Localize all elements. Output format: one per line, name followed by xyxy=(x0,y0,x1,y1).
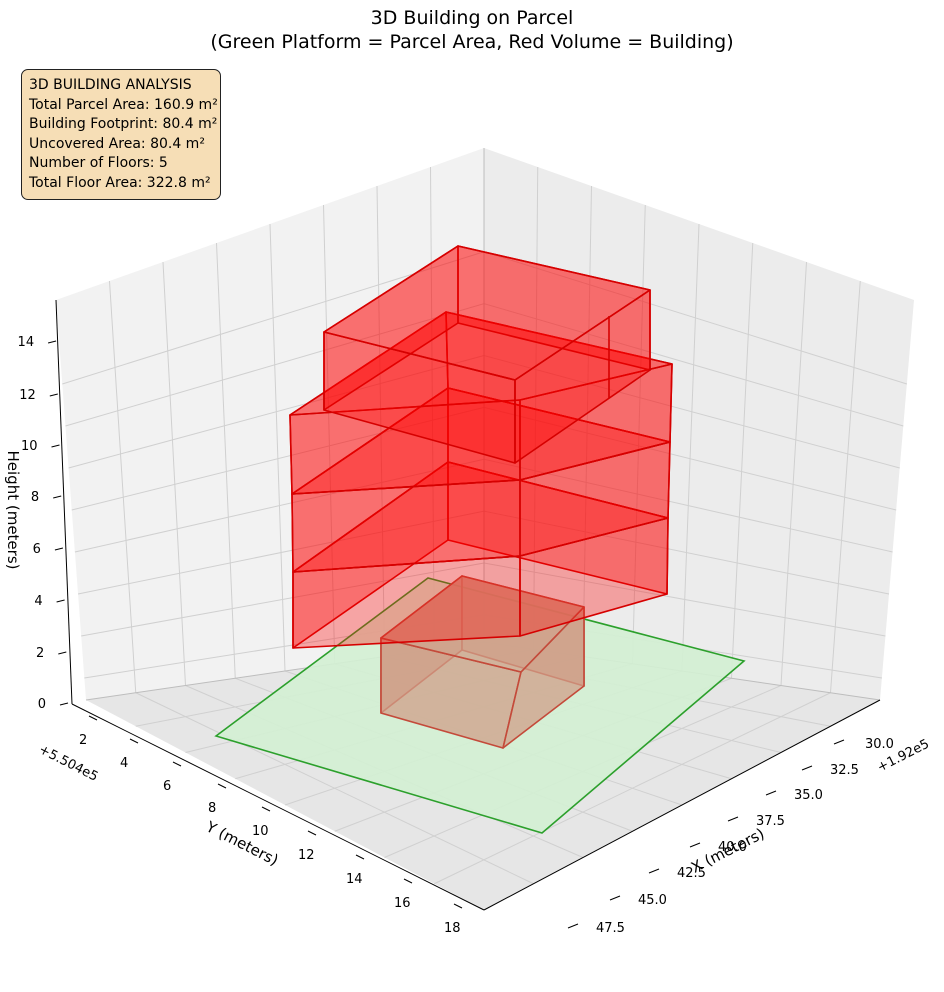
x-wall-gridline xyxy=(731,242,754,679)
building-analysis-box: 3D BUILDING ANALYSIS Total Parcel Area: … xyxy=(21,69,221,200)
z-axis-line xyxy=(55,299,73,705)
z-tick-label: 10 xyxy=(21,439,38,454)
z-tick-label: 8 xyxy=(31,490,39,505)
x-tick-label: 35.0 xyxy=(794,788,823,803)
footprint-text: Building Footprint: 80.4 m² xyxy=(29,116,218,133)
y-tick xyxy=(355,854,365,860)
y-tick-label: 6 xyxy=(163,779,171,794)
x-wall-gridline xyxy=(681,223,700,672)
y-tick xyxy=(217,783,227,789)
z-tick xyxy=(59,702,69,706)
x-tick-label: 47.5 xyxy=(596,921,625,936)
axis-layer xyxy=(55,299,881,911)
x-tick xyxy=(609,895,621,901)
y-offset-label: +5.504e5 xyxy=(36,742,100,785)
chart-title-line-2: (Green Platform = Parcel Area, Red Volum… xyxy=(210,31,734,53)
y-tick xyxy=(129,738,139,744)
x-tick-label: 32.5 xyxy=(830,763,859,778)
y-wall-gridline xyxy=(430,166,435,650)
floor-volume-4 xyxy=(289,311,673,416)
y-wall-gridline xyxy=(269,223,286,672)
y-tick-label: 18 xyxy=(444,921,461,936)
z-tick xyxy=(54,547,64,551)
x-tick xyxy=(567,923,579,929)
y-tick xyxy=(172,761,182,767)
y-wall-gridline xyxy=(376,185,385,657)
floor-area-text: Total Floor Area: 322.8 m² xyxy=(29,174,211,191)
z-tick xyxy=(47,340,57,344)
y-tick-labels: 2 4 6 8 10 12 14 16 18 xyxy=(79,715,463,936)
z-tick-label: 2 xyxy=(36,646,44,661)
y-tick-label: 14 xyxy=(346,872,363,887)
z-tick xyxy=(53,495,62,499)
x-tick-label: 37.5 xyxy=(756,814,785,829)
chart-title: 3D Building on Parcel (Green Platform = … xyxy=(0,6,944,54)
parcel-area-text: Total Parcel Area: 160.9 m² xyxy=(29,96,218,113)
x-tick xyxy=(765,790,777,796)
y-tick xyxy=(453,903,463,909)
z-tick-label: 0 xyxy=(38,697,46,712)
x-tick-label: 45.0 xyxy=(638,893,667,908)
x-axis-label: X (meters) xyxy=(688,824,767,876)
top-floor-volume xyxy=(323,245,651,381)
y-wall-gridline xyxy=(216,242,236,679)
x-axis-line xyxy=(483,699,881,911)
y-tick xyxy=(307,830,317,836)
y-axis-label: Y (meters) xyxy=(202,817,281,869)
x-tick xyxy=(689,842,701,848)
y-tick-label: 4 xyxy=(120,756,128,771)
analysis-heading: 3D BUILDING ANALYSIS xyxy=(29,77,192,93)
x-tick xyxy=(648,868,660,874)
x-wall-gridline xyxy=(780,261,807,686)
z-tick xyxy=(49,393,58,397)
x-tick xyxy=(727,816,739,822)
y-tick xyxy=(403,878,413,884)
z-tick xyxy=(51,444,60,448)
x-tick xyxy=(833,739,845,745)
z-tick-label: 12 xyxy=(19,388,36,403)
z-tick xyxy=(56,599,65,603)
x-tick-label: 40.0 xyxy=(718,840,747,855)
uncovered-area-text: Uncovered Area: 80.4 m² xyxy=(29,135,205,152)
y-tick-label: 10 xyxy=(252,824,269,839)
x-tick-label: 30.0 xyxy=(865,737,894,752)
y-wall-gridline xyxy=(109,280,137,693)
z-axis-label: Height (meters) xyxy=(4,451,22,570)
z-tick-labels: 0 2 4 6 8 10 12 14 xyxy=(18,335,69,712)
y-wall-gridline xyxy=(323,204,336,664)
y-tick-label: 16 xyxy=(394,896,411,911)
chart-title-line-1: 3D Building on Parcel xyxy=(370,7,574,29)
x-tick xyxy=(801,765,813,771)
y-tick-label: 8 xyxy=(208,801,216,816)
z-tick-label: 14 xyxy=(18,335,35,350)
floor-gridline xyxy=(434,692,831,885)
y-tick-label: 12 xyxy=(298,848,315,863)
y-tick xyxy=(88,715,98,721)
x-tick-labels: 30.0 32.5 35.0 37.5 40.0 42.5 45.0 47.5 xyxy=(567,737,894,936)
x-wall-gridline xyxy=(830,280,861,693)
x-tick-label: 42.5 xyxy=(677,866,706,881)
floor-volume-3 xyxy=(291,479,521,573)
floors-text: Number of Floors: 5 xyxy=(29,155,168,172)
x-wall-gridline xyxy=(533,166,539,650)
z-tick-label: 4 xyxy=(34,594,42,609)
right-pane xyxy=(484,148,914,700)
left-pane xyxy=(56,148,484,700)
y-tick xyxy=(261,806,271,812)
y-tick-label: 2 xyxy=(79,733,87,748)
z-tick-label: 6 xyxy=(33,542,41,557)
z-tick xyxy=(58,651,67,655)
y-wall-gridline xyxy=(162,261,186,686)
building-layer xyxy=(289,245,673,749)
y-axis-line xyxy=(71,703,485,911)
ground-floor-volume xyxy=(380,575,585,673)
